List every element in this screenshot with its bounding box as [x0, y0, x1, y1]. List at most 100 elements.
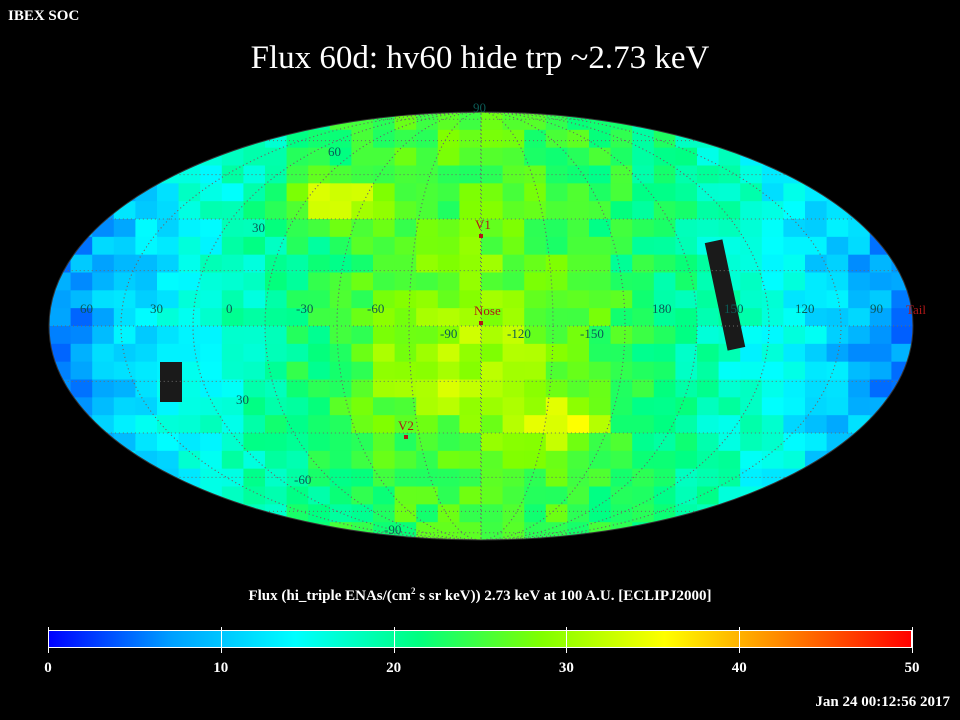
- flux-pixel: [481, 450, 504, 470]
- flux-pixel: [394, 112, 417, 131]
- flux-pixel: [761, 504, 784, 523]
- flux-pixel: [459, 415, 482, 434]
- flux-pixel: [869, 486, 892, 505]
- flux-pixel: [718, 201, 741, 220]
- flux-pixel: [567, 308, 590, 327]
- flux-pixel: [265, 397, 288, 416]
- flux-pixel: [675, 486, 698, 505]
- latitude-label: 30: [236, 392, 249, 407]
- flux-pixel: [351, 272, 374, 291]
- flux-pixel: [481, 486, 504, 505]
- flux-pixel: [805, 522, 828, 540]
- flux-pixel: [653, 433, 676, 452]
- colorbar-tick: [912, 627, 913, 653]
- flux-pixel: [869, 129, 892, 149]
- flux-pixel: [243, 450, 266, 470]
- flux-pixel: [740, 343, 763, 363]
- flux-pixel: [675, 129, 698, 149]
- flux-pixel: [351, 433, 374, 452]
- flux-pixel: [826, 272, 849, 291]
- longitude-label: -120: [507, 326, 531, 341]
- flux-pixel: [718, 415, 741, 434]
- flux-pixel: [848, 165, 871, 184]
- flux-pixel: [416, 343, 439, 363]
- flux-pixel: [286, 308, 309, 327]
- flux-pixel: [351, 236, 374, 256]
- flux-pixel: [697, 379, 720, 398]
- flux-pixel: [567, 379, 590, 398]
- flux-pixel: [589, 219, 612, 238]
- colorbar-tick: [48, 627, 49, 653]
- flux-pixel: [70, 361, 93, 381]
- flux-pixel: [92, 379, 115, 398]
- flux-pixel: [373, 201, 396, 220]
- colorbar-tick-label: 30: [558, 660, 574, 676]
- flux-pixel: [826, 397, 849, 416]
- flux-pixel: [848, 397, 871, 416]
- flux-pixel: [437, 326, 460, 345]
- flux-pixel: [653, 165, 676, 184]
- flux-pixel: [805, 397, 828, 416]
- flux-pixel: [437, 415, 460, 434]
- flux-pixel: [524, 129, 547, 149]
- flux-pixel: [135, 219, 158, 238]
- flux-pixel: [761, 522, 784, 540]
- flux-pixel: [783, 486, 806, 505]
- longitude-label: 150: [724, 301, 744, 316]
- flux-pixel: [70, 290, 93, 309]
- flux-pixel: [351, 308, 374, 327]
- flux-pixel: [373, 236, 396, 256]
- flux-pixel: [243, 272, 266, 291]
- flux-pixel: [848, 201, 871, 220]
- flux-pixel: [308, 147, 331, 167]
- flux-pixel: [718, 219, 741, 238]
- flux-pixel: [545, 486, 568, 505]
- flux-pixel: [891, 219, 913, 238]
- flux-pixel: [459, 308, 482, 327]
- flux-pixel: [697, 201, 720, 220]
- flux-pixel: [329, 272, 352, 291]
- flux-pixel: [113, 522, 136, 540]
- flux-pixel: [351, 254, 374, 274]
- flux-pixel: [610, 219, 633, 238]
- flux-pixel: [675, 165, 698, 184]
- flux-pixel: [200, 522, 223, 540]
- flux-pixel: [308, 450, 331, 470]
- flux-pixel: [740, 219, 763, 238]
- flux-pixel: [675, 450, 698, 470]
- flux-pixel: [545, 129, 568, 149]
- flux-pixel: [416, 468, 439, 488]
- flux-pixel: [697, 147, 720, 167]
- flux-pixel: [524, 450, 547, 470]
- flux-pixel: [610, 183, 633, 202]
- flux-pixel: [394, 219, 417, 238]
- flux-pixel: [178, 183, 201, 202]
- flux-pixel: [178, 326, 201, 345]
- flux-pixel: [49, 147, 72, 167]
- flux-pixel: [286, 450, 309, 470]
- flux-pixel: [70, 379, 93, 398]
- flux-pixel: [286, 165, 309, 184]
- flux-pixel: [740, 361, 763, 381]
- flux-pixel: [286, 201, 309, 220]
- flux-pixel: [92, 254, 115, 274]
- flux-pixel: [697, 361, 720, 381]
- flux-pixel: [416, 504, 439, 523]
- flux-pixel: [567, 112, 590, 131]
- flux-pixel: [761, 361, 784, 381]
- flux-pixel: [761, 201, 784, 220]
- flux-pixel: [329, 236, 352, 256]
- colorbar-tick-label: 0: [44, 660, 52, 676]
- flux-pixel: [243, 308, 266, 327]
- flux-pixel: [329, 219, 352, 238]
- flux-pixel: [351, 147, 374, 167]
- flux-pixel: [373, 433, 396, 452]
- flux-pixel: [848, 147, 871, 167]
- flux-pixel: [632, 343, 655, 363]
- flux-pixel: [308, 397, 331, 416]
- flux-pixel: [848, 504, 871, 523]
- colorbar: [48, 627, 913, 653]
- flux-pixel: [135, 129, 158, 149]
- flux-pixel: [135, 290, 158, 309]
- flux-pixel: [70, 201, 93, 220]
